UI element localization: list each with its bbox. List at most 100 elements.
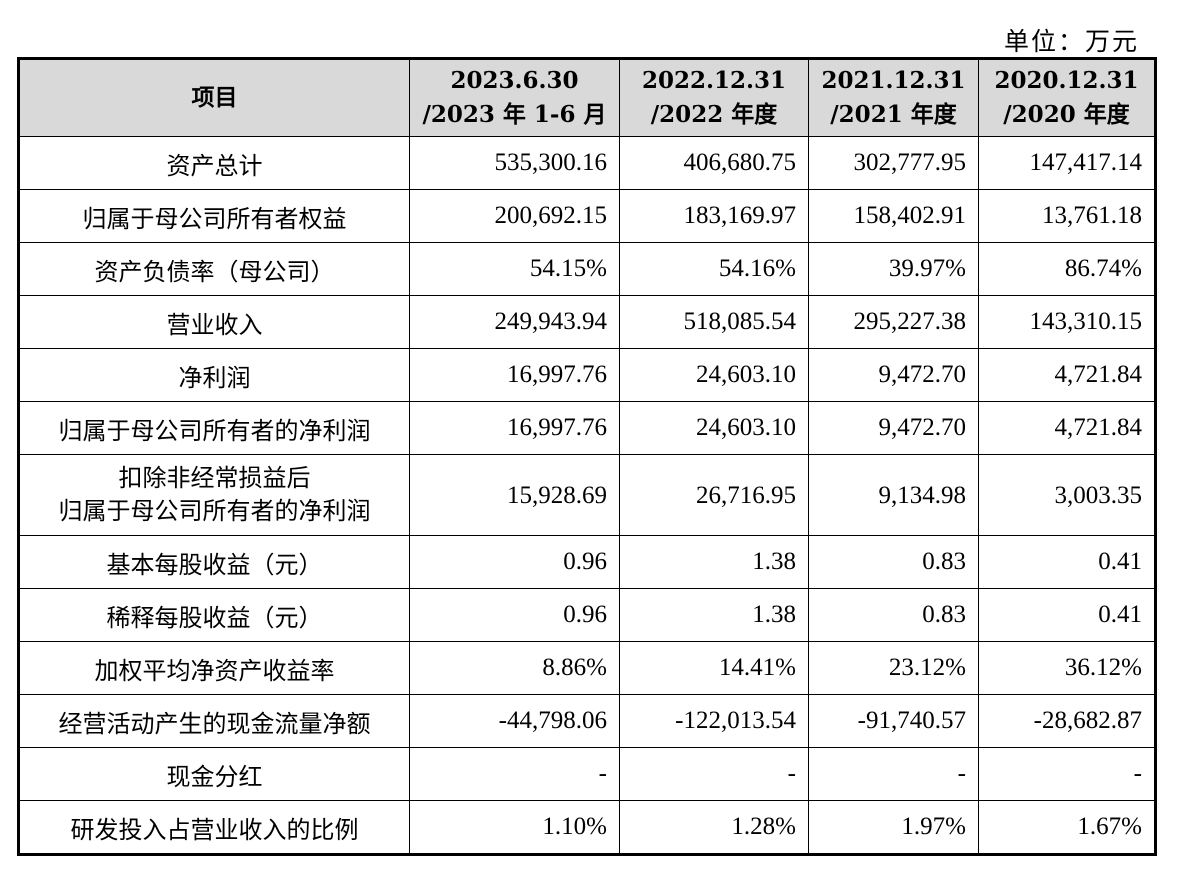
row-label-line: 资产负债率（母公司）: [94, 257, 335, 286]
cell-value: 9,134.98: [808, 454, 979, 536]
cell-value: -: [978, 747, 1156, 801]
row-label: 扣除非经常损益后归属于母公司所有者的净利润: [18, 454, 410, 536]
cell-value: 535,300.16: [409, 136, 620, 190]
cell-value: 39.97%: [808, 242, 979, 296]
cell-value: 24,603.10: [619, 401, 809, 455]
cell-value: 0.96: [409, 588, 620, 642]
row-label: 营业收入: [18, 295, 410, 349]
cell-value: 249,943.94: [409, 295, 620, 349]
cell-value: 24,603.10: [619, 348, 809, 402]
cell-value: 9,472.70: [808, 401, 979, 455]
header-col-line2: /2023 年 1-6 月: [422, 101, 607, 128]
cell-value: 54.16%: [619, 242, 809, 296]
row-label: 净利润: [18, 348, 410, 402]
cell-value: 302,777.95: [808, 136, 979, 190]
financial-summary-table: 项目 2023.6.30 /2023 年 1-6 月 2022.12.31 /2…: [17, 57, 1157, 856]
row-label-line: 归属于母公司所有者的净利润: [58, 416, 371, 445]
cell-value: 200,692.15: [409, 189, 620, 243]
header-col-line1: 2020.12.31: [994, 67, 1139, 94]
cell-value: 16,997.76: [409, 348, 620, 402]
table-row: 归属于母公司所有者权益 200,692.15 183,169.97 158,402.9…: [18, 189, 1156, 243]
cell-value: -: [808, 747, 979, 801]
cell-value: -: [409, 747, 620, 801]
row-label: 稀释每股收益（元）: [18, 588, 410, 642]
cell-value: 1.28%: [619, 800, 809, 855]
row-label-line: 归属于母公司所有者的净利润: [58, 497, 371, 525]
cell-value: 0.83: [808, 535, 979, 589]
cell-value: 183,169.97: [619, 189, 809, 243]
cell-value: 143,310.15: [978, 295, 1156, 349]
table-row: 经营活动产生的现金流量净额 -44,798.06 -122,013.54 -91,74…: [18, 694, 1156, 748]
cell-value: 295,227.38: [808, 295, 979, 349]
row-label-line: 稀释每股收益（元）: [106, 603, 323, 632]
cell-value: 147,417.14: [978, 136, 1156, 190]
cell-value: -: [619, 747, 809, 801]
header-col-line1: 2021.12.31: [821, 67, 966, 94]
row-label-line: 研发投入占营业收入的比例: [70, 815, 359, 844]
table-row: 营业收入 249,943.94 518,085.54 295,227.38 143,31…: [18, 295, 1156, 349]
table-row: 净利润 16,997.76 24,603.10 9,472.70 4,721.84: [18, 348, 1156, 402]
table-row: 加权平均净资产收益率 8.86% 14.41% 23.12% 36.12%: [18, 641, 1156, 695]
row-label: 经营活动产生的现金流量净额: [18, 694, 410, 748]
table-row: 研发投入占营业收入的比例 1.10% 1.28% 1.97% 1.67%: [18, 800, 1156, 855]
cell-value: 158,402.91: [808, 189, 979, 243]
cell-value: 1.38: [619, 535, 809, 589]
row-label-line: 基本每股收益（元）: [106, 550, 323, 579]
row-label-line: 经营活动产生的现金流量净额: [58, 709, 371, 738]
row-label: 归属于母公司所有者的净利润: [18, 401, 410, 455]
header-col-line2: /2021 年度: [830, 101, 957, 128]
row-label-line: 净利润: [178, 363, 251, 392]
cell-value: 23.12%: [808, 641, 979, 695]
row-label: 资产负债率（母公司）: [18, 242, 410, 296]
header-col-2023h1: 2023.6.30 /2023 年 1-6 月: [409, 58, 620, 137]
table-header-row: 项目 2023.6.30 /2023 年 1-6 月 2022.12.31 /2…: [18, 58, 1156, 137]
header-col-2022: 2022.12.31 /2022 年度: [619, 58, 809, 137]
table-row: 资产总计 535,300.16 406,680.75 302,777.95 147,41…: [18, 136, 1156, 190]
row-label: 基本每股收益（元）: [18, 535, 410, 589]
cell-value: 3,003.35: [978, 454, 1156, 536]
row-label: 归属于母公司所有者权益: [18, 189, 410, 243]
cell-value: 8.86%: [409, 641, 620, 695]
header-col-2021: 2021.12.31 /2021 年度: [808, 58, 979, 137]
row-label: 现金分红: [18, 747, 410, 801]
unit-label: 单位：万元: [1003, 27, 1139, 56]
cell-value: -91,740.57: [808, 694, 979, 748]
cell-value: 0.96: [409, 535, 620, 589]
cell-value: 1.67%: [978, 800, 1156, 855]
cell-value: 518,085.54: [619, 295, 809, 349]
cell-value: -28,682.87: [978, 694, 1156, 748]
cell-value: 0.41: [978, 588, 1156, 642]
header-col-line2: /2022 年度: [650, 101, 778, 128]
cell-value: 15,928.69: [409, 454, 620, 536]
cell-value: 1.10%: [409, 800, 620, 855]
table-row: 资产负债率（母公司） 54.15% 54.16% 39.97% 86.74%: [18, 242, 1156, 296]
cell-value: 0.41: [978, 535, 1156, 589]
header-col-2020: 2020.12.31 /2020 年度: [978, 58, 1156, 137]
cell-value: -44,798.06: [409, 694, 620, 748]
table-row: 归属于母公司所有者的净利润 16,997.76 24,603.10 9,472.70 4…: [18, 401, 1156, 455]
cell-value: 14.41%: [619, 641, 809, 695]
cell-value: 13,761.18: [978, 189, 1156, 243]
header-col-line1: 2022.12.31: [641, 67, 787, 94]
cell-value: -122,013.54: [619, 694, 809, 748]
cell-value: 16,997.76: [409, 401, 620, 455]
row-label-line: 资产总计: [166, 151, 263, 180]
cell-value: 4,721.84: [978, 348, 1156, 402]
row-label: 研发投入占营业收入的比例: [18, 800, 410, 855]
cell-value: 406,680.75: [619, 136, 809, 190]
table-row: 扣除非经常损益后 归属于母公司所有者的净利润 15,928.69 26,716.95 9…: [18, 454, 1156, 536]
row-label-line: 加权平均净资产收益率: [94, 656, 335, 685]
row-label-line: 扣除非经常损益后: [118, 464, 311, 492]
cell-value: 1.97%: [808, 800, 979, 855]
cell-value: 4,721.84: [978, 401, 1156, 455]
cell-value: 1.38: [619, 588, 809, 642]
cell-value: 9,472.70: [808, 348, 979, 402]
table-row: 基本每股收益（元） 0.96 1.38 0.83 0.41: [18, 535, 1156, 589]
row-label-line: 现金分红: [166, 762, 263, 791]
row-label: 加权平均净资产收益率: [18, 641, 410, 695]
table-row: 稀释每股收益（元） 0.96 1.38 0.83 0.41: [18, 588, 1156, 642]
header-col-line1: 2023.6.30: [450, 67, 579, 94]
row-label-line: 归属于母公司所有者权益: [82, 204, 347, 233]
header-col-line2: /2020 年度: [1003, 101, 1130, 128]
cell-value: 26,716.95: [619, 454, 809, 536]
